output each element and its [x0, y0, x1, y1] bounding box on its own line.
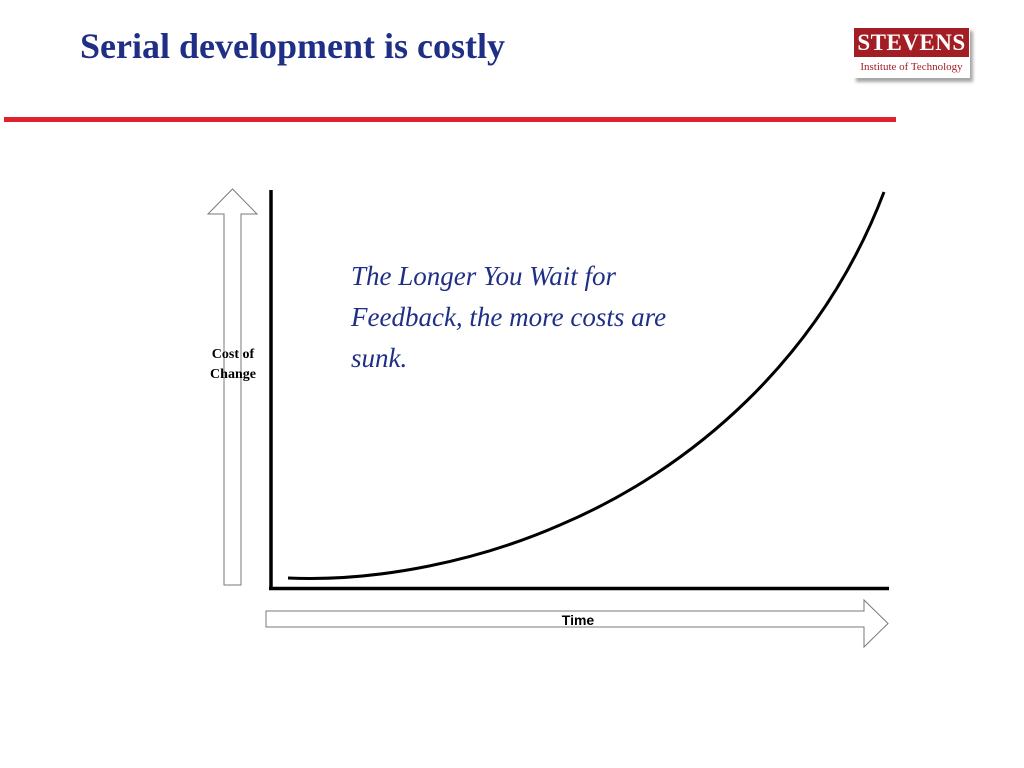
cost-curve — [287, 191, 886, 580]
title-divider — [4, 117, 896, 122]
annotation-text: The Longer You Wait for Feedback, the mo… — [351, 261, 667, 373]
stevens-logo: STEVENS Institute of Technology — [853, 27, 970, 78]
logo-subtitle: Institute of Technology — [854, 57, 969, 77]
slide-title: Serial development is costly — [80, 26, 505, 66]
x-axis-arrow — [265, 598, 889, 649]
y-axis-arrow — [206, 188, 259, 586]
logo-name: STEVENS — [854, 28, 969, 57]
x-axis-label: Time — [561, 612, 595, 628]
y-axis-label: Cost of Change — [210, 347, 256, 382]
